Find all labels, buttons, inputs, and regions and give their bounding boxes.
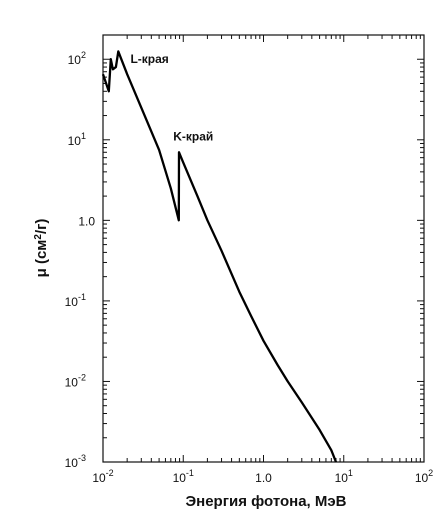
y-tick-labels: 102 101 1.0 10-1 10-2 10-3 <box>65 50 96 470</box>
annotation-label: K-край <box>173 129 213 143</box>
y-tick-label: 101 <box>68 131 86 148</box>
x-axis-title: Энергия фотона, МэВ <box>185 493 346 510</box>
annotations: L-края K-край <box>130 52 213 143</box>
x-tick-label: 10-2 <box>92 468 113 485</box>
plot-frame <box>102 34 425 463</box>
ticks-layer <box>102 34 424 463</box>
y-axis-title: μ (см2/г) <box>33 219 51 278</box>
x-tick-labels: 10-2 10-1 1.0 101 102 <box>92 468 433 485</box>
x-tick-label: 102 <box>415 468 433 485</box>
y-tick-label: 10-1 <box>65 292 86 309</box>
annotation-label: L-края <box>130 52 168 66</box>
y-tick-label: 102 <box>68 50 86 67</box>
y-tick-label: 10-3 <box>65 453 86 470</box>
y-tick-label: 10-2 <box>65 372 86 389</box>
x-tick-label: 101 <box>335 468 353 485</box>
x-tick-label: 10-1 <box>173 468 194 485</box>
series-line <box>101 50 338 463</box>
y-tick-label: 1.0 <box>78 214 95 228</box>
x-tick-label: 1.0 <box>255 471 272 485</box>
